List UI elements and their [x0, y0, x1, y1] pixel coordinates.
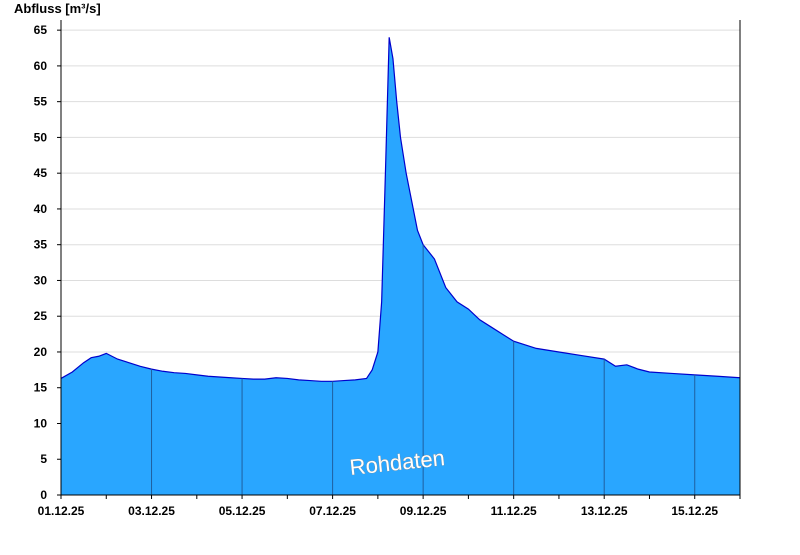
axis-layer: 0 5 10 15 20 25 30 35 40 45 50 55 60 65 01.12.25 03.12.… [34, 20, 741, 518]
y-tick-label-9: 45 [34, 166, 48, 180]
y-tick-label-7: 35 [34, 238, 48, 252]
x-tick-label-0: 01.12.25 [38, 504, 85, 518]
series-line [60, 37, 741, 382]
y-tick-label-12: 60 [34, 59, 48, 73]
x-tick-label-1: 03.12.25 [128, 504, 175, 518]
area-layer [60, 37, 741, 496]
y-tick-label-11: 55 [34, 95, 48, 109]
x-tick-label-4: 09.12.25 [400, 504, 447, 518]
y-tick-label-3: 15 [34, 381, 48, 395]
x-tick-label-5: 11.12.25 [491, 504, 537, 518]
x-tick-label-7: 15.12.25 [671, 504, 718, 518]
dayline-layer [151, 244, 696, 495]
x-tick-label-2: 05.12.25 [219, 504, 266, 518]
y-tick-label-0: 0 [40, 488, 47, 502]
x-tick-label-6: 13.12.25 [581, 504, 628, 518]
y-tick-label-2: 10 [34, 416, 48, 430]
y-tick-label-5: 25 [34, 309, 48, 323]
y-tick-label-8: 40 [34, 202, 48, 216]
series-area-fill [61, 37, 740, 496]
x-tick-label-3: 07.12.25 [309, 504, 356, 518]
y-tick-label-10: 50 [34, 130, 48, 144]
y-tick-label-1: 5 [40, 452, 47, 466]
y-tick-label-13: 65 [34, 23, 48, 37]
y-axis-title: Abfluss [m³/s] [14, 1, 101, 16]
y-tick-label-4: 20 [34, 345, 48, 359]
y-tick-label-6: 30 [34, 273, 48, 287]
